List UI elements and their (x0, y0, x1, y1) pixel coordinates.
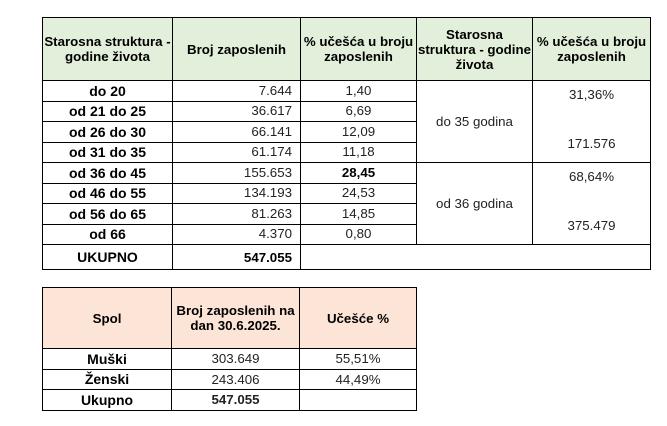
age-label: od 31 do 35 (42, 141, 173, 163)
employee-count: 303.649 (171, 348, 300, 370)
table-row: od 66 4.370 0,80 (42, 223, 651, 245)
employee-count: 81.263 (172, 203, 301, 225)
age-label: do 20 (42, 80, 173, 102)
header-age-group: Starosna struktura - godine života (416, 17, 533, 81)
total-count: 547.055 (171, 389, 300, 411)
total-row: Ukupno 547.055 (42, 389, 417, 411)
employee-count: 66.141 (172, 121, 301, 143)
header-group-share-percent: % učešća u broju zaposlenih (532, 17, 651, 81)
share-percent: 14,85 (300, 203, 417, 225)
group-employee-count: 375.479 (567, 218, 616, 233)
total-label: UKUPNO (42, 244, 173, 270)
header-age-structure: Starosna struktura - godine života (42, 17, 173, 81)
employee-count: 7.644 (172, 80, 301, 102)
employee-count: 36.617 (172, 100, 301, 122)
share-percent: 11,18 (300, 141, 417, 163)
employee-count: 61.174 (172, 141, 301, 163)
header-employee-count: Broj zaposlenih (172, 17, 301, 81)
employee-count: 4.370 (172, 223, 301, 245)
age-label: od 26 do 30 (42, 121, 173, 143)
header-gender: Spol (42, 287, 172, 349)
share-percent: 0,80 (300, 223, 417, 245)
group-employee-count: 171.576 (567, 136, 616, 151)
header-share: Učešće % (299, 287, 417, 349)
gender-label: Ženski (42, 368, 172, 390)
share-percent: 28,45 (300, 162, 417, 184)
share-percent: 1,40 (300, 80, 417, 102)
total-share (299, 389, 417, 411)
age-label: od 46 do 55 (42, 182, 173, 204)
header-share-percent: % učešća u broju zaposlenih (300, 17, 417, 81)
gender-table-header-row: Spol Broj zaposlenih na dan 30.6.2025. U… (42, 287, 417, 349)
gender-label: Muški (42, 348, 172, 370)
table-row: Muški 303.649 55,51% (42, 348, 417, 370)
table-row: od 36 do 45 155.653 28,45 od 36 godina 6… (42, 162, 651, 245)
share-percent: 24,53 (300, 182, 417, 204)
share-percent: 55,51% (299, 348, 417, 370)
share-percent: 12,09 (300, 121, 417, 143)
age-label: od 66 (42, 223, 173, 245)
share-percent: 44,49% (299, 368, 417, 390)
group-share-percent: 31,36% (568, 87, 615, 102)
age-label: od 56 do 65 (42, 203, 173, 225)
header-employee-count-date: Broj zaposlenih na dan 30.6.2025. (171, 287, 300, 349)
total-label: Ukupno (42, 389, 172, 411)
age-group-values: 68,64% 375.479 (532, 162, 651, 245)
age-group-label: do 35 godina (416, 80, 533, 163)
employee-count: 243.406 (171, 368, 300, 390)
group-share-percent: 68,64% (568, 169, 615, 184)
table-row: Ženski 243.406 44,49% (42, 368, 417, 390)
age-table-header-row: Starosna struktura - godine života Broj … (42, 17, 651, 81)
total-row: UKUPNO 547.055 (42, 244, 651, 270)
table-row: od 26 do 30 66.141 12,09 (42, 121, 651, 143)
total-empty-cell (300, 244, 651, 270)
share-percent: 6,69 (300, 100, 417, 122)
table-row: od 46 do 55 134.193 24,53 (42, 182, 651, 204)
age-group-label: od 36 godina (416, 162, 533, 245)
gender-structure-table: Spol Broj zaposlenih na dan 30.6.2025. U… (42, 287, 417, 411)
employee-count: 155.653 (172, 162, 301, 184)
age-structure-table: Starosna struktura - godine života Broj … (42, 17, 651, 270)
table-row: od 56 do 65 81.263 14,85 (42, 203, 651, 225)
employee-count: 134.193 (172, 182, 301, 204)
age-group-values: 31,36% 171.576 (532, 80, 651, 163)
total-count: 547.055 (172, 244, 301, 270)
age-label: od 21 do 25 (42, 100, 173, 122)
table-row: do 20 7.644 1,40 do 35 godina 31,36% 171… (42, 80, 651, 163)
age-label: od 36 do 45 (42, 162, 173, 184)
